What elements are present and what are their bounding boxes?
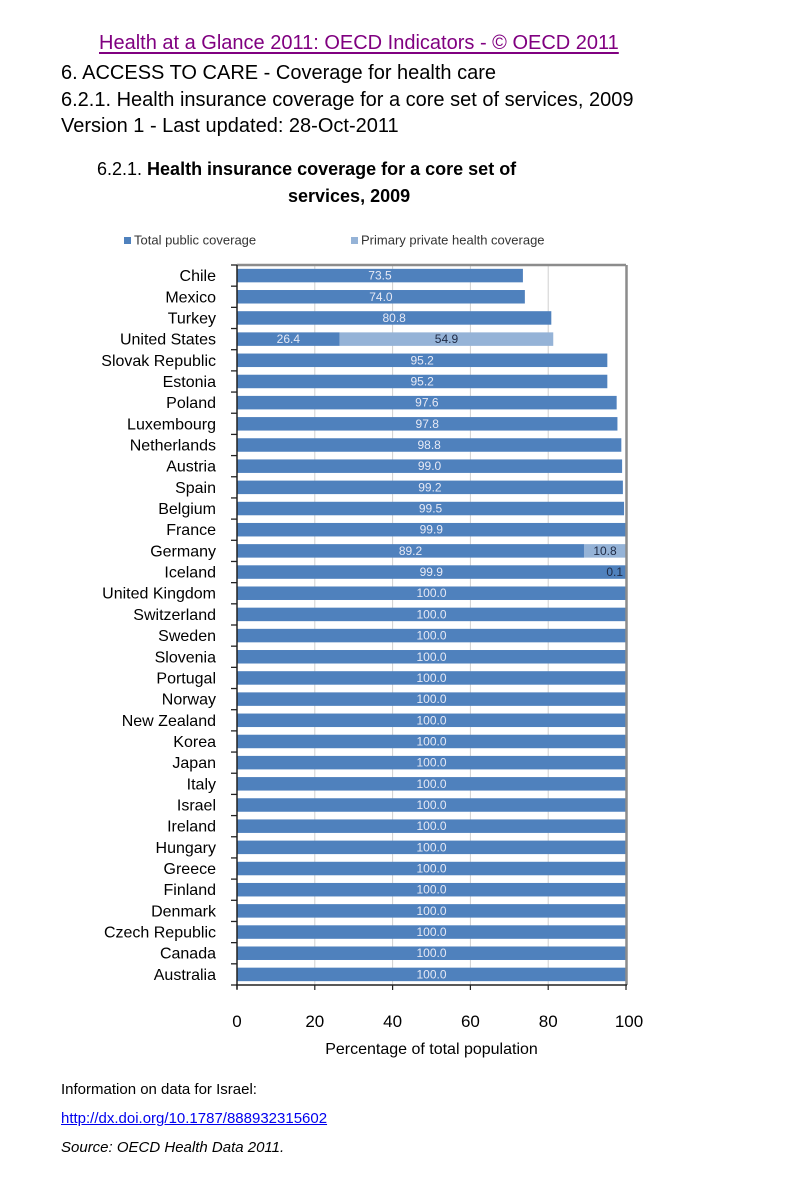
- data-label: 99.9: [420, 565, 444, 579]
- x-tick-label: 20: [305, 1012, 324, 1031]
- category-label: Ireland: [167, 819, 216, 836]
- category-label: Norway: [162, 692, 216, 709]
- x-axis-title: Percentage of total population: [325, 1041, 538, 1058]
- category-label: United States: [120, 332, 216, 349]
- category-label: Australia: [154, 967, 216, 984]
- source-note: Source: OECD Health Data 2011.: [61, 1139, 284, 1157]
- category-label: Canada: [160, 946, 216, 963]
- section-title: 6. ACCESS TO CARE - Coverage for health …: [61, 61, 496, 85]
- category-label: Portugal: [156, 670, 216, 687]
- category-label: Luxembourg: [127, 416, 216, 433]
- version-info: Version 1 - Last updated: 28-Oct-2011: [61, 114, 399, 138]
- category-label: Japan: [172, 755, 216, 772]
- category-label: Poland: [166, 395, 216, 412]
- category-label: Mexico: [165, 289, 216, 306]
- data-label: 100.0: [416, 946, 446, 960]
- data-label: 100.0: [416, 671, 446, 685]
- data-label: 89.2: [399, 544, 423, 558]
- category-label: Estonia: [163, 374, 216, 391]
- category-label: Chile: [180, 268, 217, 285]
- data-label: 100.0: [416, 925, 446, 939]
- data-label: 73.5: [368, 269, 392, 283]
- category-label: United Kingdom: [102, 586, 216, 603]
- data-label: 100.0: [416, 756, 446, 770]
- indicator-title: 6.2.1. Health insurance coverage for a c…: [61, 88, 634, 112]
- data-label: 26.4: [277, 332, 301, 346]
- data-label: 100.0: [416, 819, 446, 833]
- data-label: 95.2: [410, 353, 434, 367]
- category-label: Hungary: [156, 840, 216, 857]
- category-label: Germany: [150, 543, 216, 560]
- data-label: 74.0: [369, 290, 393, 304]
- legend-label-public: Total public coverage: [134, 233, 256, 248]
- category-label: Korea: [173, 734, 216, 751]
- category-label: New Zealand: [122, 713, 216, 730]
- data-label: 99.2: [418, 480, 442, 494]
- data-label: 100.0: [416, 586, 446, 600]
- category-label: Denmark: [151, 903, 217, 920]
- category-label: Finland: [164, 882, 216, 899]
- chart-title-prefix: 6.2.1.: [97, 159, 147, 179]
- category-label: Italy: [187, 776, 216, 793]
- data-label: 100.0: [416, 692, 446, 706]
- data-label: 100.0: [416, 904, 446, 918]
- data-label: 100.0: [416, 713, 446, 727]
- category-label: Spain: [175, 480, 216, 497]
- category-label: Austria: [166, 459, 216, 476]
- x-tick-label: 80: [539, 1012, 558, 1031]
- data-label: 100.0: [416, 883, 446, 897]
- category-label: Netherlands: [130, 438, 216, 455]
- category-label: Turkey: [168, 310, 216, 327]
- category-label: Iceland: [164, 565, 216, 582]
- category-label: Switzerland: [133, 607, 216, 624]
- legend-label-private: Primary private health coverage: [361, 233, 545, 248]
- data-label: 100.0: [416, 629, 446, 643]
- data-label: 100.0: [416, 862, 446, 876]
- data-label: 100.0: [416, 650, 446, 664]
- category-label: Israel: [177, 798, 216, 815]
- data-label: 99.0: [418, 459, 442, 473]
- doi-link[interactable]: http://dx.doi.org/10.1787/888932315602: [61, 1110, 327, 1128]
- bar-chart: Total public coverage Primary private hea…: [0, 220, 800, 1065]
- data-label: 99.5: [419, 502, 443, 516]
- chart-title-line-1: 6.2.1. Health insurance coverage for a c…: [97, 158, 516, 180]
- publication-link[interactable]: Health at a Glance 2011: OECD Indicators…: [99, 31, 619, 55]
- category-label: Greece: [164, 861, 217, 878]
- data-label: 100.0: [416, 607, 446, 621]
- data-label: 10.8: [593, 544, 617, 558]
- category-label: Sweden: [158, 628, 216, 645]
- x-tick-label: 60: [461, 1012, 480, 1031]
- israel-note: Information on data for Israel:: [61, 1081, 257, 1099]
- data-label: 0.1: [606, 565, 623, 579]
- data-label: 100.0: [416, 777, 446, 791]
- data-label: 95.2: [410, 374, 434, 388]
- data-label: 54.9: [435, 332, 459, 346]
- category-label: Slovenia: [155, 649, 216, 666]
- data-label: 100.0: [416, 967, 446, 981]
- data-label: 100.0: [416, 734, 446, 748]
- data-label: 98.8: [417, 438, 441, 452]
- x-tick-label: 100: [615, 1012, 643, 1031]
- category-label: France: [166, 522, 216, 539]
- category-label: Slovak Republic: [101, 353, 216, 370]
- legend-swatch-public: [124, 237, 131, 244]
- data-label: 100.0: [416, 840, 446, 854]
- data-label: 97.6: [415, 396, 439, 410]
- legend-swatch-private: [351, 237, 358, 244]
- category-label: Belgium: [158, 501, 216, 518]
- chart-title-bold: Health insurance coverage for a core set…: [147, 159, 516, 179]
- data-label: 97.8: [416, 417, 440, 431]
- category-label: Czech Republic: [104, 925, 216, 942]
- x-tick-label: 0: [232, 1012, 241, 1031]
- data-label: 100.0: [416, 798, 446, 812]
- x-tick-label: 40: [383, 1012, 402, 1031]
- data-label: 99.9: [420, 523, 444, 537]
- data-label: 80.8: [382, 311, 406, 325]
- chart-title-line-2: services, 2009: [288, 185, 410, 207]
